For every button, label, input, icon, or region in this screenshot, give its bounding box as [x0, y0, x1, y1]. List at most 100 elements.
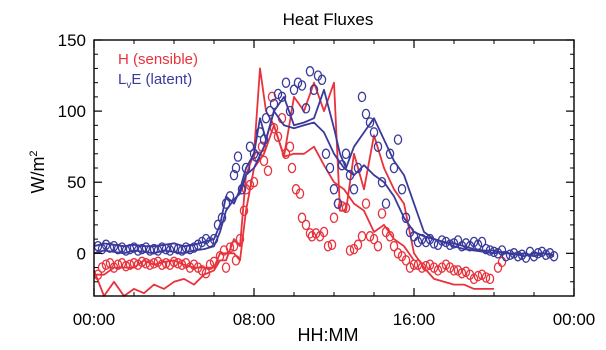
- series-lve-point-4: [105, 242, 115, 253]
- series-h-point-75: [373, 240, 383, 252]
- series-lve-point-33: [221, 198, 231, 209]
- series-lve-point-57: [309, 84, 319, 96]
- series-h-point-103: [485, 273, 495, 285]
- series-lve-point-24: [185, 243, 195, 255]
- series-h-point-47: [269, 122, 279, 134]
- series-h-point-67: [341, 202, 351, 214]
- series-lve-point-108: [513, 250, 523, 262]
- series-lve-point-77: [389, 162, 399, 174]
- series-lve-point-40: [245, 141, 255, 152]
- series-h-point-18: [161, 258, 171, 269]
- x-tick-label-2: 08:00: [233, 310, 276, 329]
- x-tick-label-1: 00:00: [73, 310, 116, 329]
- series-lve-point-75: [381, 198, 391, 209]
- series-lve-point-38: [237, 184, 247, 195]
- series-h-point-102: [481, 272, 491, 283]
- series-lve-point-52: [289, 84, 299, 96]
- series-lve-point-101: [485, 245, 495, 256]
- series-h-point-22: [177, 259, 187, 270]
- series-h-point-57: [305, 228, 315, 239]
- legend-entry-lve-subscript: v: [126, 80, 131, 91]
- series-lve-point-70: [361, 108, 371, 120]
- series-h-point-86: [417, 262, 427, 273]
- series-h-point-105: [497, 256, 507, 268]
- series-h-point-84: [409, 259, 419, 270]
- series-h-point-82: [401, 255, 411, 266]
- series-lve-point-20: [169, 242, 179, 253]
- legend-entry-lve-main: L: [118, 71, 126, 88]
- series-h-point-56: [301, 219, 311, 231]
- series-lve-line-2: [93, 110, 555, 258]
- series-h-point-100: [473, 270, 483, 282]
- series-h-point-96: [457, 267, 467, 279]
- series-h-point-74: [369, 233, 379, 245]
- series-h-point-36: [231, 255, 241, 266]
- y-axis-title-main: W/m: [28, 157, 48, 194]
- x-tick-label-3: 16:00: [393, 310, 436, 329]
- series-lve-point-69: [357, 91, 367, 103]
- series-h-point-20: [169, 256, 179, 268]
- series-lve-point-78: [393, 134, 403, 145]
- series-lve-point-99: [477, 236, 487, 248]
- series-lve-line-1: [93, 88, 555, 258]
- series-h-point-38: [239, 205, 249, 216]
- series-lve-point-91: [445, 239, 455, 251]
- legend-entry-lve: LvE (latent): [118, 71, 192, 91]
- series-lve-point-55: [301, 103, 311, 114]
- series-lve-point-31: [213, 219, 223, 231]
- series-lve-point-117: [549, 250, 559, 262]
- series-lve-point-34: [225, 191, 235, 202]
- series-lve-point-89: [437, 235, 447, 246]
- series-h-point-79: [389, 240, 399, 252]
- series-lve-point-64: [337, 159, 347, 171]
- y-tick-label-2: 50: [67, 173, 86, 192]
- series-lve-point-15: [149, 243, 159, 255]
- series-lve-point-47: [269, 98, 279, 110]
- series-lve-point-54: [297, 80, 307, 91]
- series-lve-point-8: [121, 245, 131, 256]
- series-lve-point-59: [317, 74, 327, 86]
- series-h-point-28: [201, 267, 211, 279]
- series-lve-point-6: [113, 243, 123, 255]
- series-h-point-8: [121, 260, 131, 272]
- svg-text:W/m2: W/m2: [28, 150, 48, 193]
- legend-entry-lve-rest: E (latent): [131, 71, 192, 88]
- series-h-point-71: [357, 231, 367, 242]
- series-lve-point-105: [501, 250, 511, 262]
- series-lve-point-68: [353, 162, 363, 174]
- series-lve-point-45: [261, 112, 271, 124]
- series-lve-point-74: [377, 176, 387, 188]
- series-lve-point-37: [233, 151, 243, 162]
- series-lve-point-80: [401, 212, 411, 224]
- series-h-point-64: [329, 212, 339, 224]
- series-h-point-44: [259, 155, 269, 167]
- series-h-point-78: [385, 231, 395, 242]
- series-h-point-104: [493, 262, 503, 273]
- series-h-point-62: [323, 240, 333, 252]
- series-h-point-14: [145, 259, 155, 270]
- series-h-point-37: [235, 233, 245, 245]
- series-h-point-63: [327, 239, 337, 251]
- series-lve-point-65: [341, 148, 351, 160]
- series-lve-point-18: [161, 243, 171, 255]
- series-h-point-15: [149, 258, 159, 269]
- series-h-point-10: [129, 258, 139, 269]
- series-lve-point-11: [133, 245, 143, 256]
- series-lve-point-14: [145, 245, 155, 256]
- series-lve-point-72: [369, 127, 379, 138]
- series-h-point-94: [449, 265, 459, 276]
- series-h-point-21: [173, 258, 183, 269]
- series-h-point-6: [113, 259, 123, 270]
- series-lve-point-100: [481, 243, 491, 255]
- y-tick-label-4: 150: [58, 31, 86, 50]
- series-h-point-35: [229, 240, 239, 252]
- legend-entry-h: H (sensible): [118, 51, 198, 68]
- series-lve-point-30: [209, 233, 219, 245]
- series-h-point-9: [125, 259, 135, 270]
- series-lve-point-106: [505, 249, 515, 261]
- series-lve-point-63: [333, 198, 343, 209]
- series-lve-point-23: [181, 242, 191, 253]
- series-lve-point-61: [325, 162, 335, 174]
- series-lve-point-56: [305, 66, 315, 77]
